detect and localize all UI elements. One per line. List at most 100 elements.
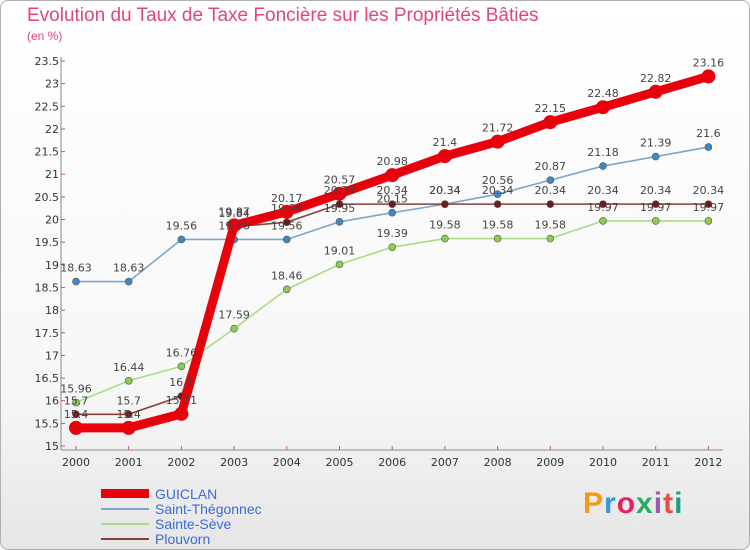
x-tick-label: 2007 — [431, 456, 459, 469]
data-label-plouvorn: 20.34 — [693, 184, 725, 197]
data-point-sainte-seve — [441, 234, 449, 243]
legend-swatch — [101, 537, 149, 540]
data-label-saint-thegonnec: 20.15 — [376, 193, 408, 206]
data-label-saint-thegonnec: 21.18 — [587, 146, 619, 159]
data-label-plouvorn: 19.94 — [271, 202, 303, 215]
proxiti-logo: Proxiti — [583, 487, 683, 521]
data-label-plouvorn: 20.34 — [640, 184, 672, 197]
x-tick-label: 2010 — [589, 456, 617, 469]
data-label-guiclan: 20.57 — [324, 174, 356, 187]
data-point-guiclan — [437, 149, 452, 164]
data-label-sainte-seve: 19.58 — [535, 219, 567, 232]
legend-label: Plouvorn — [155, 530, 211, 547]
y-tick-label: 22 — [45, 123, 59, 136]
logo-letter: o — [616, 487, 637, 520]
data-label-saint-thegonnec: 18.63 — [113, 262, 145, 275]
data-label-guiclan: 23.16 — [693, 56, 725, 69]
data-point-plouvorn — [124, 410, 133, 419]
data-point-plouvorn — [493, 200, 502, 208]
data-label-plouvorn: 20.34 — [324, 184, 356, 197]
data-label-guiclan: 15.4 — [64, 408, 89, 421]
x-tick-label: 2003 — [220, 456, 248, 469]
data-label-sainte-seve: 19.97 — [693, 201, 725, 214]
data-label-guiclan: 21.72 — [482, 122, 514, 135]
x-tick-label: 2011 — [642, 456, 670, 469]
data-point-sainte-seve — [230, 324, 238, 333]
legend-label: Sainte-Sève — [155, 515, 232, 532]
y-tick-label: 21 — [45, 168, 59, 181]
data-label-saint-thegonnec: 19.56 — [271, 219, 303, 232]
y-tick-label: 15.5 — [35, 417, 60, 430]
legend-label: GUICLAN — [155, 485, 218, 502]
data-label-sainte-seve: 19.01 — [324, 244, 356, 257]
data-label-plouvorn: 19.84 — [218, 207, 250, 220]
data-point-sainte-seve — [282, 285, 291, 294]
data-label-plouvorn: 20.34 — [482, 184, 514, 197]
data-label-plouvorn: 15.7 — [64, 394, 89, 407]
data-label-guiclan: 15.71 — [166, 394, 198, 407]
data-point-guiclan — [701, 69, 716, 84]
y-tick-label: 23 — [45, 78, 59, 91]
data-label-sainte-seve: 19.97 — [587, 201, 619, 214]
data-point-saint-thegonnec — [651, 152, 660, 161]
data-label-guiclan: 22.15 — [535, 102, 567, 115]
data-point-guiclan — [227, 218, 242, 233]
data-point-plouvorn — [704, 200, 713, 208]
y-tick-label: 16.5 — [35, 372, 60, 385]
data-label-plouvorn: 20.34 — [535, 184, 567, 197]
legend-item: GUICLAN — [101, 485, 262, 502]
y-tick-label: 19.5 — [35, 236, 60, 249]
data-point-guiclan — [174, 406, 189, 421]
data-point-guiclan — [332, 186, 347, 201]
data-point-guiclan — [648, 84, 663, 99]
x-tick-label: 2009 — [536, 456, 564, 469]
data-point-sainte-seve — [599, 217, 607, 225]
data-label-plouvorn: 20.34 — [587, 184, 619, 197]
legend: GUICLAN Saint-Thégonnec Sainte-Sève Plouvor… — [101, 485, 262, 547]
data-label-sainte-seve: 16.44 — [113, 361, 145, 374]
data-label-guiclan: 21.4 — [433, 136, 458, 149]
series-line-guiclan — [71, 71, 713, 433]
data-label-guiclan: 20.17 — [271, 192, 303, 205]
data-label-sainte-seve: 19.97 — [640, 201, 672, 214]
data-label-saint-thegonnec: 20.56 — [482, 174, 514, 187]
data-point-plouvorn — [651, 200, 660, 208]
x-tick-label: 2000 — [62, 456, 90, 469]
data-label-guiclan: 22.48 — [587, 87, 619, 100]
data-point-saint-thegonnec — [72, 277, 80, 286]
x-tick-label: 2005 — [326, 456, 354, 469]
y-tick-label: 17 — [45, 349, 59, 362]
data-point-saint-thegonnec — [282, 235, 291, 244]
y-tick-label: 17.5 — [35, 327, 60, 340]
data-point-guiclan — [543, 115, 558, 130]
data-point-guiclan — [69, 420, 83, 435]
legend-item: Sainte-Sève — [101, 515, 262, 532]
y-tick-label: 21.5 — [35, 146, 60, 159]
y-tick-label: 20.5 — [35, 191, 60, 204]
x-tick-label: 2008 — [484, 456, 512, 469]
legend-item: Saint-Thégonnec — [101, 500, 262, 517]
data-point-guiclan — [279, 204, 294, 219]
data-label-guiclan: 19.87 — [218, 205, 250, 218]
data-point-saint-thegonnec — [599, 162, 607, 170]
data-point-saint-thegonnec — [124, 277, 133, 286]
y-tick-label: 22.5 — [35, 100, 60, 113]
y-tick-label: 16 — [45, 395, 59, 408]
data-label-plouvorn: 20.34 — [429, 184, 461, 197]
data-point-guiclan — [596, 100, 610, 115]
data-label-guiclan: 20.98 — [376, 155, 408, 168]
data-point-sainte-seve — [124, 376, 133, 385]
legend-swatch — [101, 489, 149, 498]
logo-letter: r — [604, 487, 617, 520]
legend-label: Saint-Thégonnec — [155, 500, 262, 517]
data-point-plouvorn — [546, 200, 555, 208]
data-point-sainte-seve — [335, 260, 344, 269]
data-label-saint-thegonnec: 19.56 — [166, 219, 198, 232]
data-point-saint-thegonnec — [704, 143, 713, 151]
y-tick-label: 15 — [45, 440, 59, 453]
logo-letter: P — [583, 487, 605, 520]
data-label-sainte-seve: 16.76 — [166, 346, 198, 359]
data-label-saint-thegonnec: 21.39 — [640, 137, 672, 150]
